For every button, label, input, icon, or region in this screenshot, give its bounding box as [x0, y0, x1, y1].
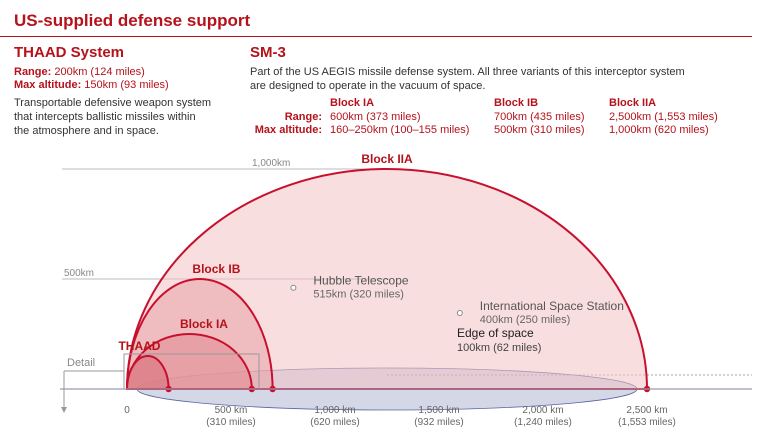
x-tick-label: 1,000 km	[314, 405, 355, 416]
block-ib-range: 700km (435 miles)	[494, 111, 585, 123]
envelope-label: Block IA	[180, 317, 228, 331]
reference-label: 1,000km	[252, 158, 290, 169]
x-tick-label: 2,500 km	[626, 405, 667, 416]
x-tick-sublabel: (932 miles)	[414, 417, 463, 428]
thaad-altitude-value: 150km (93 miles)	[84, 79, 169, 91]
annotation-detail: 400km (250 miles)	[480, 314, 570, 326]
thaad-desc-line: Transportable defensive weapon system	[14, 97, 212, 109]
annotation-detail: 515km (320 miles)	[313, 289, 403, 301]
x-tick-sublabel: (310 miles)	[206, 417, 255, 428]
sm3-variant-block-ia: Block IA	[330, 97, 375, 109]
sm3-range-label: Range:	[284, 111, 322, 123]
detail-label: Detail	[67, 357, 95, 369]
x-tick-sublabel: (1,553 miles)	[618, 417, 676, 428]
title-divider	[0, 36, 752, 37]
envelope-label: THAAD	[118, 339, 160, 353]
sm3-desc-line: are designed to operate in the vacuum of…	[250, 80, 486, 92]
thaad-desc-line: the atmosphere and in space.	[14, 125, 159, 137]
thaad-description: Transportable defensive weapon system th…	[14, 96, 211, 138]
thaad-desc-line: that intercepts ballistic missiles withi…	[14, 111, 196, 123]
annotation-name: Hubble Telescope	[313, 274, 409, 288]
x-tick-label: 1,500 km	[418, 405, 459, 416]
sm3-variant-block-ib: Block IB	[494, 97, 539, 109]
x-tick-sublabel: (1,240 miles)	[514, 417, 572, 428]
thaad-range-value: 200km (124 miles)	[54, 66, 145, 78]
edge-of-space-name: Edge of space	[457, 326, 534, 340]
sm3-variant-block-iia: Block IIA	[609, 97, 657, 109]
reference-label: 500km	[64, 268, 94, 279]
x-tick-label: 0	[124, 405, 130, 416]
x-tick-label: 500 km	[215, 405, 248, 416]
thaad-range-label: Range:	[14, 66, 52, 78]
block-ia-altitude: 160–250km (100–155 miles)	[330, 124, 470, 136]
satellite-marker	[456, 310, 463, 316]
block-iia-altitude: 1,000km (620 miles)	[609, 124, 709, 136]
edge-of-space-detail: 100km (62 miles)	[457, 342, 541, 354]
envelope-label: Block IIA	[361, 152, 413, 166]
sm3-desc-line: Part of the US AEGIS missile defense sys…	[250, 66, 685, 78]
detail-arrow-icon	[61, 407, 67, 413]
thaad-altitude: Max altitude: 150km (93 miles)	[14, 79, 169, 92]
satellite-marker	[290, 284, 297, 291]
thaad-altitude-label: Max altitude:	[14, 79, 82, 91]
x-tick-sublabel: (620 miles)	[310, 417, 359, 428]
annotation-name: International Space Station	[480, 299, 624, 313]
block-ia-range: 600km (373 miles)	[330, 111, 421, 123]
sm3-description: Part of the US AEGIS missile defense sys…	[250, 65, 685, 93]
block-iia-range: 2,500km (1,553 miles)	[609, 111, 718, 123]
thaad-range: Range: 200km (124 miles)	[14, 66, 145, 79]
sm3-altitude-label: Max altitude:	[254, 124, 322, 136]
block-ib-altitude: 500km (310 miles)	[494, 124, 585, 136]
envelope-label: Block IB	[192, 262, 240, 276]
page-title: US-supplied defense support	[14, 11, 251, 30]
envelope-thaad	[125, 355, 170, 390]
x-tick-label: 2,000 km	[522, 405, 563, 416]
thaad-heading: THAAD System	[14, 44, 125, 61]
sm3-heading: SM-3	[250, 44, 286, 61]
